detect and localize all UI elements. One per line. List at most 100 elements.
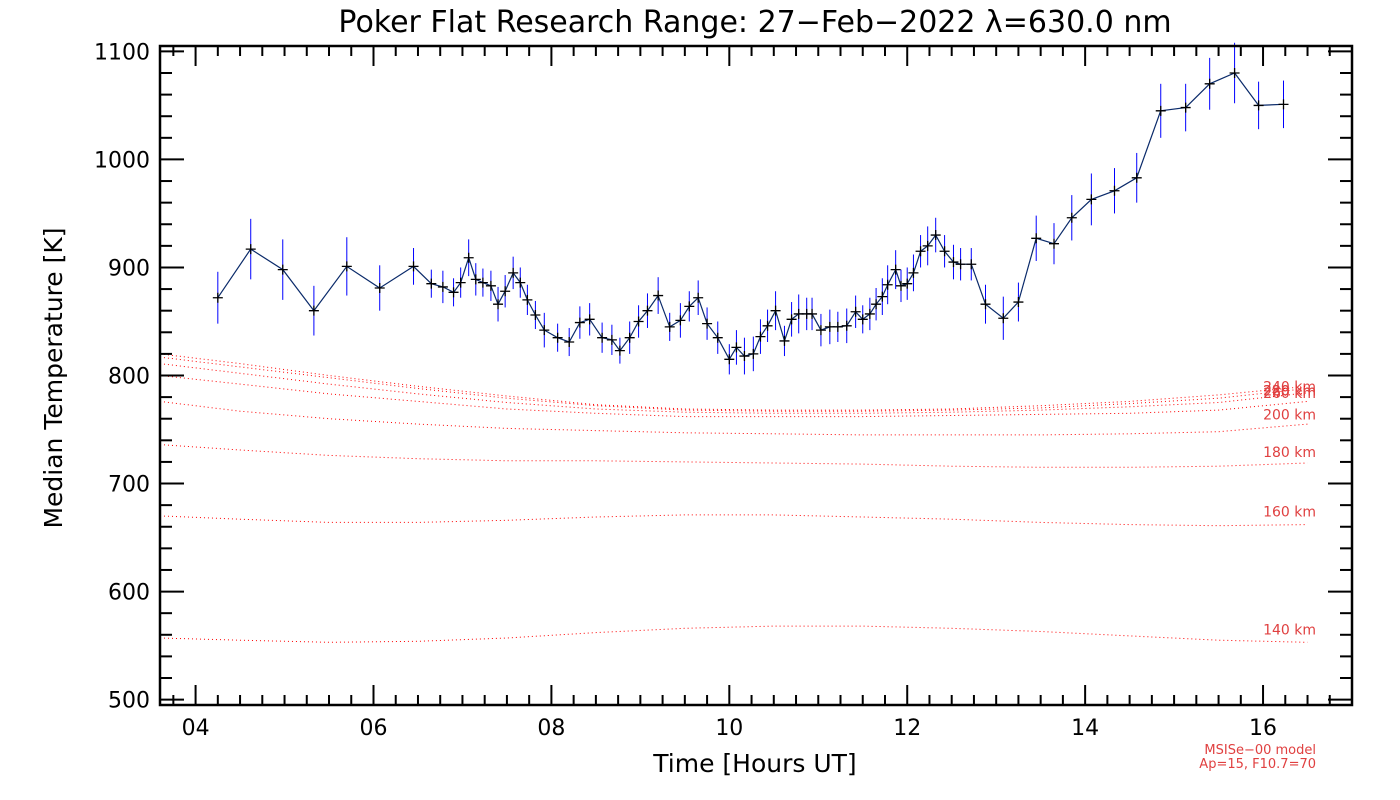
- y-tick-label: 1000: [94, 148, 150, 173]
- data-point: [1109, 185, 1120, 196]
- data-point: [1229, 68, 1240, 79]
- data-point: [1049, 238, 1059, 249]
- chart-title: Poker Flat Research Range: 27−Feb−2022 λ…: [338, 5, 1171, 40]
- data-point: [515, 277, 526, 288]
- data-point: [939, 246, 950, 257]
- data-point: [832, 321, 843, 332]
- data-point: [930, 230, 941, 241]
- model-curve: [159, 514, 1308, 527]
- data-point: [1180, 102, 1191, 113]
- data-point: [664, 321, 675, 332]
- data-point: [448, 287, 459, 298]
- model-curve: [159, 375, 1308, 418]
- data-point: [1253, 100, 1264, 111]
- data-point: [500, 286, 511, 297]
- y-tick-label: 900: [108, 256, 150, 281]
- model-curve-label: 220 km: [1263, 384, 1316, 400]
- data-point: [463, 252, 474, 263]
- data-point: [724, 354, 735, 365]
- data-point: [606, 334, 617, 345]
- data-point: [1278, 99, 1289, 110]
- data-point: [779, 335, 790, 346]
- data-point: [1155, 105, 1166, 116]
- data-point: [574, 317, 585, 328]
- data-point: [653, 290, 664, 301]
- data-point: [522, 294, 533, 305]
- data-point: [470, 274, 481, 285]
- data-point: [731, 342, 742, 353]
- data-point: [684, 301, 695, 312]
- data-point: [437, 281, 448, 292]
- y-tick-label: 800: [108, 365, 150, 390]
- data-point: [948, 257, 959, 268]
- data-point: [530, 310, 541, 321]
- measured-line: [217, 72, 1284, 361]
- data-point: [770, 305, 781, 316]
- data-point: [1013, 297, 1024, 308]
- data-point: [584, 314, 595, 325]
- data-point: [966, 259, 977, 270]
- data-point: [485, 280, 496, 291]
- data-point: [955, 259, 966, 270]
- model-curve: [159, 356, 1308, 412]
- data-point: [915, 246, 926, 257]
- data-point: [807, 308, 818, 319]
- data-point: [633, 316, 644, 327]
- model-curve-label: 200 km: [1263, 407, 1316, 423]
- model-curve: [159, 353, 1308, 411]
- data-point: [408, 261, 419, 272]
- model-curve-label: 160 km: [1263, 505, 1316, 521]
- data-point: [890, 264, 901, 275]
- data-point: [980, 299, 991, 310]
- model-curve: [159, 444, 1308, 468]
- data-point: [374, 282, 385, 293]
- x-tick-label: 16: [1249, 716, 1277, 741]
- data-point: [1031, 233, 1042, 244]
- data-point: [1204, 78, 1215, 89]
- y-tick-label: 500: [108, 689, 150, 714]
- model-note-line2: Ap=15, F10.7=70: [1199, 757, 1316, 772]
- data-point: [426, 278, 437, 289]
- data-point: [998, 313, 1009, 324]
- data-point: [455, 277, 466, 288]
- data-point: [564, 337, 575, 348]
- data-point: [277, 264, 288, 275]
- data-point: [642, 305, 653, 316]
- x-tick-label: 06: [359, 716, 387, 741]
- y-tick-label: 600: [108, 581, 150, 606]
- data-point: [755, 331, 766, 342]
- plot-frame: [158, 44, 1354, 707]
- model-curve-label: 240 km: [1263, 379, 1316, 395]
- data-point: [786, 314, 797, 325]
- data-point: [597, 332, 608, 343]
- data-point: [739, 351, 750, 362]
- measured-series: [212, 42, 1289, 375]
- data-point: [493, 299, 504, 310]
- x-tick-label: 12: [893, 716, 921, 741]
- data-point: [614, 345, 625, 356]
- model-curve-label: 140 km: [1263, 622, 1316, 638]
- data-point: [857, 314, 868, 325]
- data-point: [245, 244, 256, 255]
- model-curve-label: 180 km: [1263, 445, 1316, 461]
- data-point: [308, 305, 319, 316]
- data-point: [477, 277, 488, 288]
- data-point: [624, 332, 635, 343]
- data-point: [702, 318, 713, 329]
- data-point: [552, 332, 563, 343]
- data-point: [1066, 212, 1077, 223]
- data-point: [882, 279, 893, 290]
- x-tick-label: 10: [715, 716, 743, 741]
- data-point: [908, 267, 919, 278]
- data-point: [877, 291, 888, 302]
- model-note-line1: MSISe−00 model: [1204, 743, 1316, 758]
- y-axis-label: Median Temperature [K]: [39, 227, 68, 528]
- data-point: [815, 325, 826, 336]
- data-point: [1131, 172, 1142, 183]
- data-point: [871, 299, 882, 310]
- data-point: [675, 315, 686, 326]
- data-point: [748, 348, 759, 359]
- data-point: [712, 332, 723, 343]
- y-tick-label: 1100: [94, 40, 150, 65]
